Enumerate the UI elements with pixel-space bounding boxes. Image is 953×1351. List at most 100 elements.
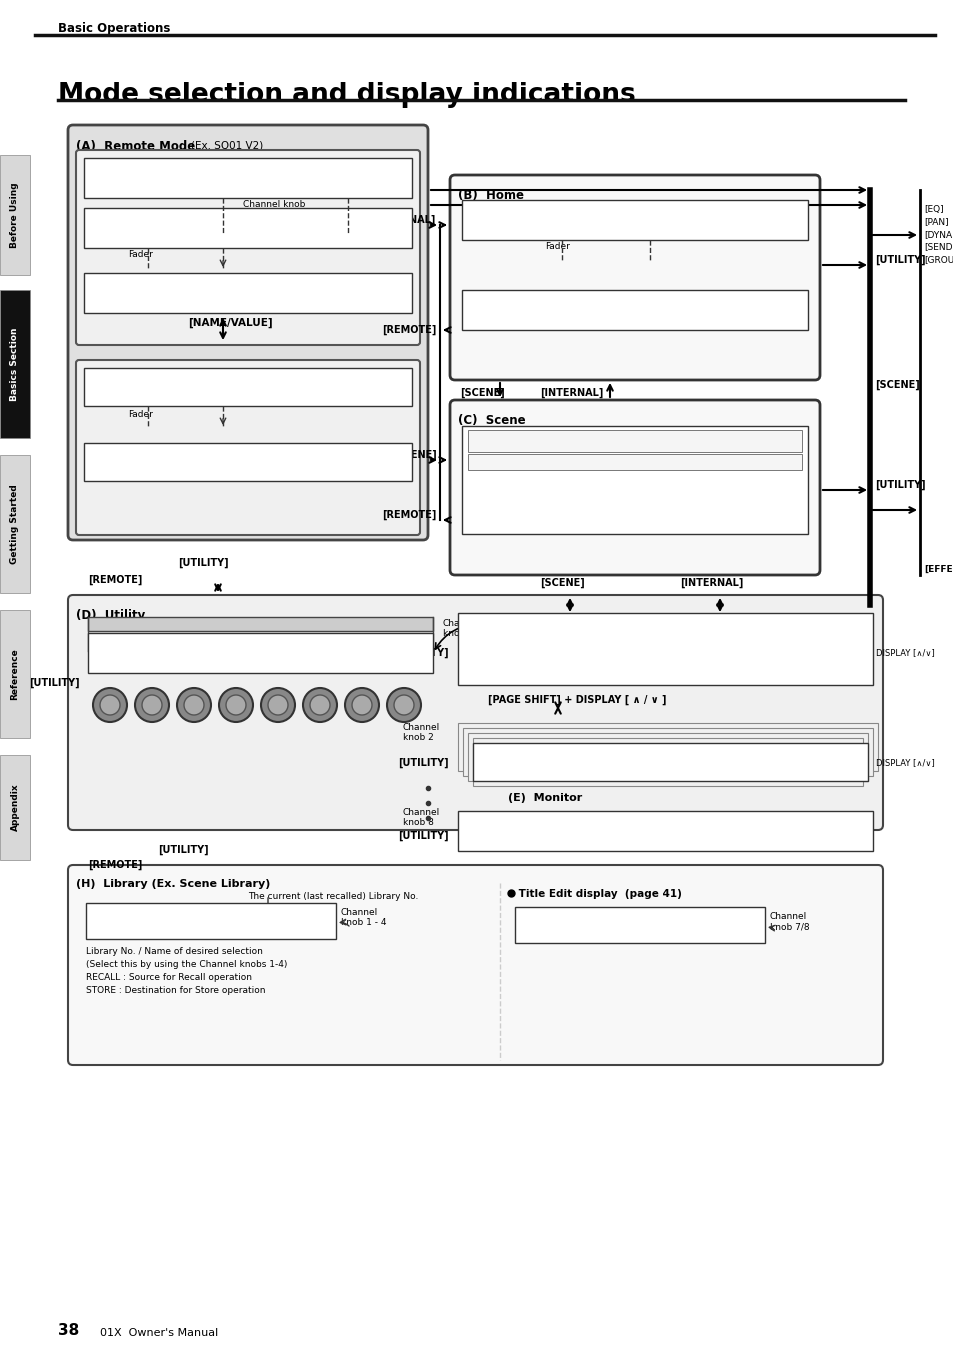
FancyBboxPatch shape xyxy=(68,126,428,540)
FancyBboxPatch shape xyxy=(76,150,419,345)
FancyBboxPatch shape xyxy=(76,359,419,535)
Bar xyxy=(86,902,335,939)
Text: FADER: FADER xyxy=(88,449,109,454)
Text: [REMOTE]: [REMOTE] xyxy=(381,509,436,520)
Bar xyxy=(461,290,807,330)
Text: Channel
knob 1 - 4: Channel knob 1 - 4 xyxy=(340,908,386,927)
Text: 4  UTILITY  INPUT PATCH (IN1-4): 4 UTILITY INPUT PATCH (IN1-4) xyxy=(476,746,600,753)
Circle shape xyxy=(303,688,336,721)
Text: 2  -0.10  -7.73  -0.10  -0.10  -0.10  -0.10  -0.10  -0.10: 2 -0.10 -7.73 -0.10 -0.10 -0.10 -0.10 -0… xyxy=(88,290,323,297)
Text: 1  Drums- Drums- SteelG SteelG CleanG CleanG DistGt DistGt: 1 Drums- Drums- SteelG SteelG CleanG Cle… xyxy=(88,213,327,219)
Text: [UTILITY]: [UTILITY] xyxy=(30,678,80,688)
Bar xyxy=(84,367,412,407)
FancyBboxPatch shape xyxy=(68,865,882,1065)
Text: UTILITY   REMOTE AUTOMATION SETUP            3/3: UTILITY REMOTE AUTOMATION SETUP 3/3 xyxy=(461,617,654,624)
Text: 2  LEVEL LEVEL LEVEL LEVEL LEVEL LEVEL LEVEL LEVEL: 2 LEVEL LEVEL LEVEL LEVEL LEVEL LEVEL LE… xyxy=(465,205,672,211)
Text: (A)  Remote Mode: (A) Remote Mode xyxy=(76,141,195,153)
Text: UTILITY  SHIFT+REMOTE FUNCTION    [GNR. RMT 1 2/3: UTILITY SHIFT+REMOTE FUNCTION [GNR. RMT … xyxy=(461,631,658,638)
Text: 7  GENERAL LOGIC CUBASE SONAR  D.PERF: 7 GENERAL LOGIC CUBASE SONAR D.PERF xyxy=(461,657,609,663)
Text: (H)  Library (Ex. Scene Library): (H) Library (Ex. Scene Library) xyxy=(76,880,270,889)
Text: 7  REMOTE PATCH W.CLK D.I/O  OSC.  MIDI  PREF.  MONI.: 7 REMOTE PATCH W.CLK D.I/O OSC. MIDI PRE… xyxy=(91,651,311,657)
Bar xyxy=(461,426,807,534)
Text: 6  ENABLE ENABLE   ----   ----  ENABLE  ----   ----: 6 ENABLE ENABLE ---- ---- ENABLE ---- --… xyxy=(472,489,688,494)
Text: Fader: Fader xyxy=(544,242,569,251)
Circle shape xyxy=(310,694,330,715)
Text: Fader: Fader xyxy=(128,409,152,419)
Text: [REMOTE]: [REMOTE] xyxy=(88,861,142,870)
Text: [SCENE]: [SCENE] xyxy=(874,380,919,390)
Bar xyxy=(457,811,872,851)
Text: [UTILITY]: [UTILITY] xyxy=(874,480,924,490)
Text: SCENE LIBRARY: SCENE LIBRARY xyxy=(472,458,527,463)
Text: [NAME/VALUE]: [NAME/VALUE] xyxy=(188,317,273,328)
Circle shape xyxy=(177,688,211,721)
Circle shape xyxy=(142,694,162,715)
Text: Channel knob: Channel knob xyxy=(243,200,305,209)
Text: [UTILITY]: [UTILITY] xyxy=(397,831,448,842)
Bar xyxy=(457,613,872,685)
Text: Reference: Reference xyxy=(10,648,19,700)
Text: 01X  Owner's Manual: 01X Owner's Manual xyxy=(100,1328,218,1337)
Text: Channel
knob 1: Channel knob 1 xyxy=(442,619,479,639)
Bar xyxy=(457,723,877,771)
Text: MENU SELECT: MENU SELECT xyxy=(225,619,295,628)
Text: (E)  Monitor: (E) Monitor xyxy=(507,793,581,802)
Text: [EQ]
[PAN]
[DYNAMICS]
[SEND]
[GROUP]: [EQ] [PAN] [DYNAMICS] [SEND] [GROUP] xyxy=(923,205,953,263)
Circle shape xyxy=(352,694,372,715)
Text: (D)  Utility: (D) Utility xyxy=(76,609,145,621)
Text: 4  SCENE RECALL SAFE: 4 SCENE RECALL SAFE xyxy=(472,476,557,482)
Bar xyxy=(84,208,412,249)
Text: [UTILITY]: [UTILITY] xyxy=(178,558,229,569)
Text: 8  CH1   CH2   CH3   CH4   CH5   CH6   CH7   CH8: 8 CH1 CH2 CH3 CH4 CH5 CH6 CH7 CH8 xyxy=(465,295,663,301)
FancyBboxPatch shape xyxy=(68,594,882,830)
Text: Basics Section: Basics Section xyxy=(10,327,19,401)
Bar xyxy=(88,617,433,631)
Circle shape xyxy=(345,688,378,721)
Text: 02 4(nitial Data   )  CHAR  INSERT  EXIT/OK: 02 4(nitial Data ) CHAR INSERT EXIT/OK xyxy=(518,925,700,931)
Text: -6.3  -3.05  -3.95  -6.6  -4.05  -3.05  -3.65  -3.6: -6.3 -3.05 -3.95 -6.6 -4.05 -3.05 -3.65 … xyxy=(465,218,688,224)
Bar xyxy=(461,200,807,240)
Text: [UTILITY]: [UTILITY] xyxy=(874,255,924,265)
FancyBboxPatch shape xyxy=(450,176,820,380)
Bar xyxy=(0,455,30,593)
Text: [EFFECT]: [EFFECT] xyxy=(923,565,953,574)
Text: [UTILITY]: [UTILITY] xyxy=(158,844,209,855)
Text: Basic Operations: Basic Operations xyxy=(58,22,171,35)
Text: DISPLAY [∧/∨]: DISPLAY [∧/∨] xyxy=(875,758,934,767)
Circle shape xyxy=(184,694,204,715)
Text: [INTERNAL]: [INTERNAL] xyxy=(539,388,602,399)
Text: 4  UTILITY  MONITOR D.W(D-ON)   DU(D-OFF)   1/1: 4 UTILITY MONITOR D.W(D-ON) DU(D-OFF) 1/… xyxy=(461,816,649,823)
Text: [SCENE]: [SCENE] xyxy=(459,388,504,399)
Circle shape xyxy=(219,688,253,721)
Bar xyxy=(468,734,867,781)
Text: [INTERNAL]: [INTERNAL] xyxy=(679,578,742,588)
Bar xyxy=(0,155,30,276)
Bar xyxy=(88,634,433,673)
Text: (B)  Home: (B) Home xyxy=(457,189,523,203)
Bar xyxy=(473,738,862,786)
Text: Appendix: Appendix xyxy=(10,784,19,831)
Text: 38: 38 xyxy=(58,1323,79,1337)
Text: (Ex. SQ01 V2): (Ex. SQ01 V2) xyxy=(191,141,263,150)
Bar xyxy=(84,273,412,313)
Text: Getting Started: Getting Started xyxy=(10,484,19,563)
Text: Channel
knob 7/8: Channel knob 7/8 xyxy=(769,912,809,931)
Circle shape xyxy=(135,688,169,721)
Text: [INTERNAL]: [INTERNAL] xyxy=(372,215,435,226)
Circle shape xyxy=(394,694,414,715)
Text: (C)  Scene: (C) Scene xyxy=(457,413,525,427)
Text: SCENE LIBRARY            SCENE No. [ 01]: SCENE LIBRARY SCENE No. [ 01] xyxy=(90,908,254,915)
Text: [HF? 0(12G(DIMM  INITIAL 0.00<  0.00<: [HF? 0(12G(DIMM INITIAL 0.00< 0.00< xyxy=(461,830,621,836)
Text: [UTILITY]: [UTILITY] xyxy=(397,648,448,658)
Bar xyxy=(0,611,30,738)
Circle shape xyxy=(92,688,127,721)
Text: SCENE PATCH LIBRARY ASSIGN: SCENE PATCH LIBRARY ASSIGN xyxy=(472,434,582,440)
Text: 6  L63    R63    R15    R63    L63    R63    L63    R63: 6 L63 R63 R15 R63 L63 R63 L63 R63 xyxy=(88,176,314,182)
Bar xyxy=(0,755,30,861)
Text: 02 (Initial Data   )  RECALL:STORE  CLEAR:PROTECT: 02 (Initial Data ) RECALL:STORE CLEAR:PR… xyxy=(90,921,296,928)
Bar xyxy=(473,743,867,781)
Text: Fader: Fader xyxy=(128,250,152,259)
Text: 1   2   3   4   5   6   7   8: 1 2 3 4 5 6 7 8 xyxy=(91,663,232,669)
Text: Library No. / Name of desired selection: Library No. / Name of desired selection xyxy=(86,947,263,957)
Text: Before Using: Before Using xyxy=(10,182,19,247)
